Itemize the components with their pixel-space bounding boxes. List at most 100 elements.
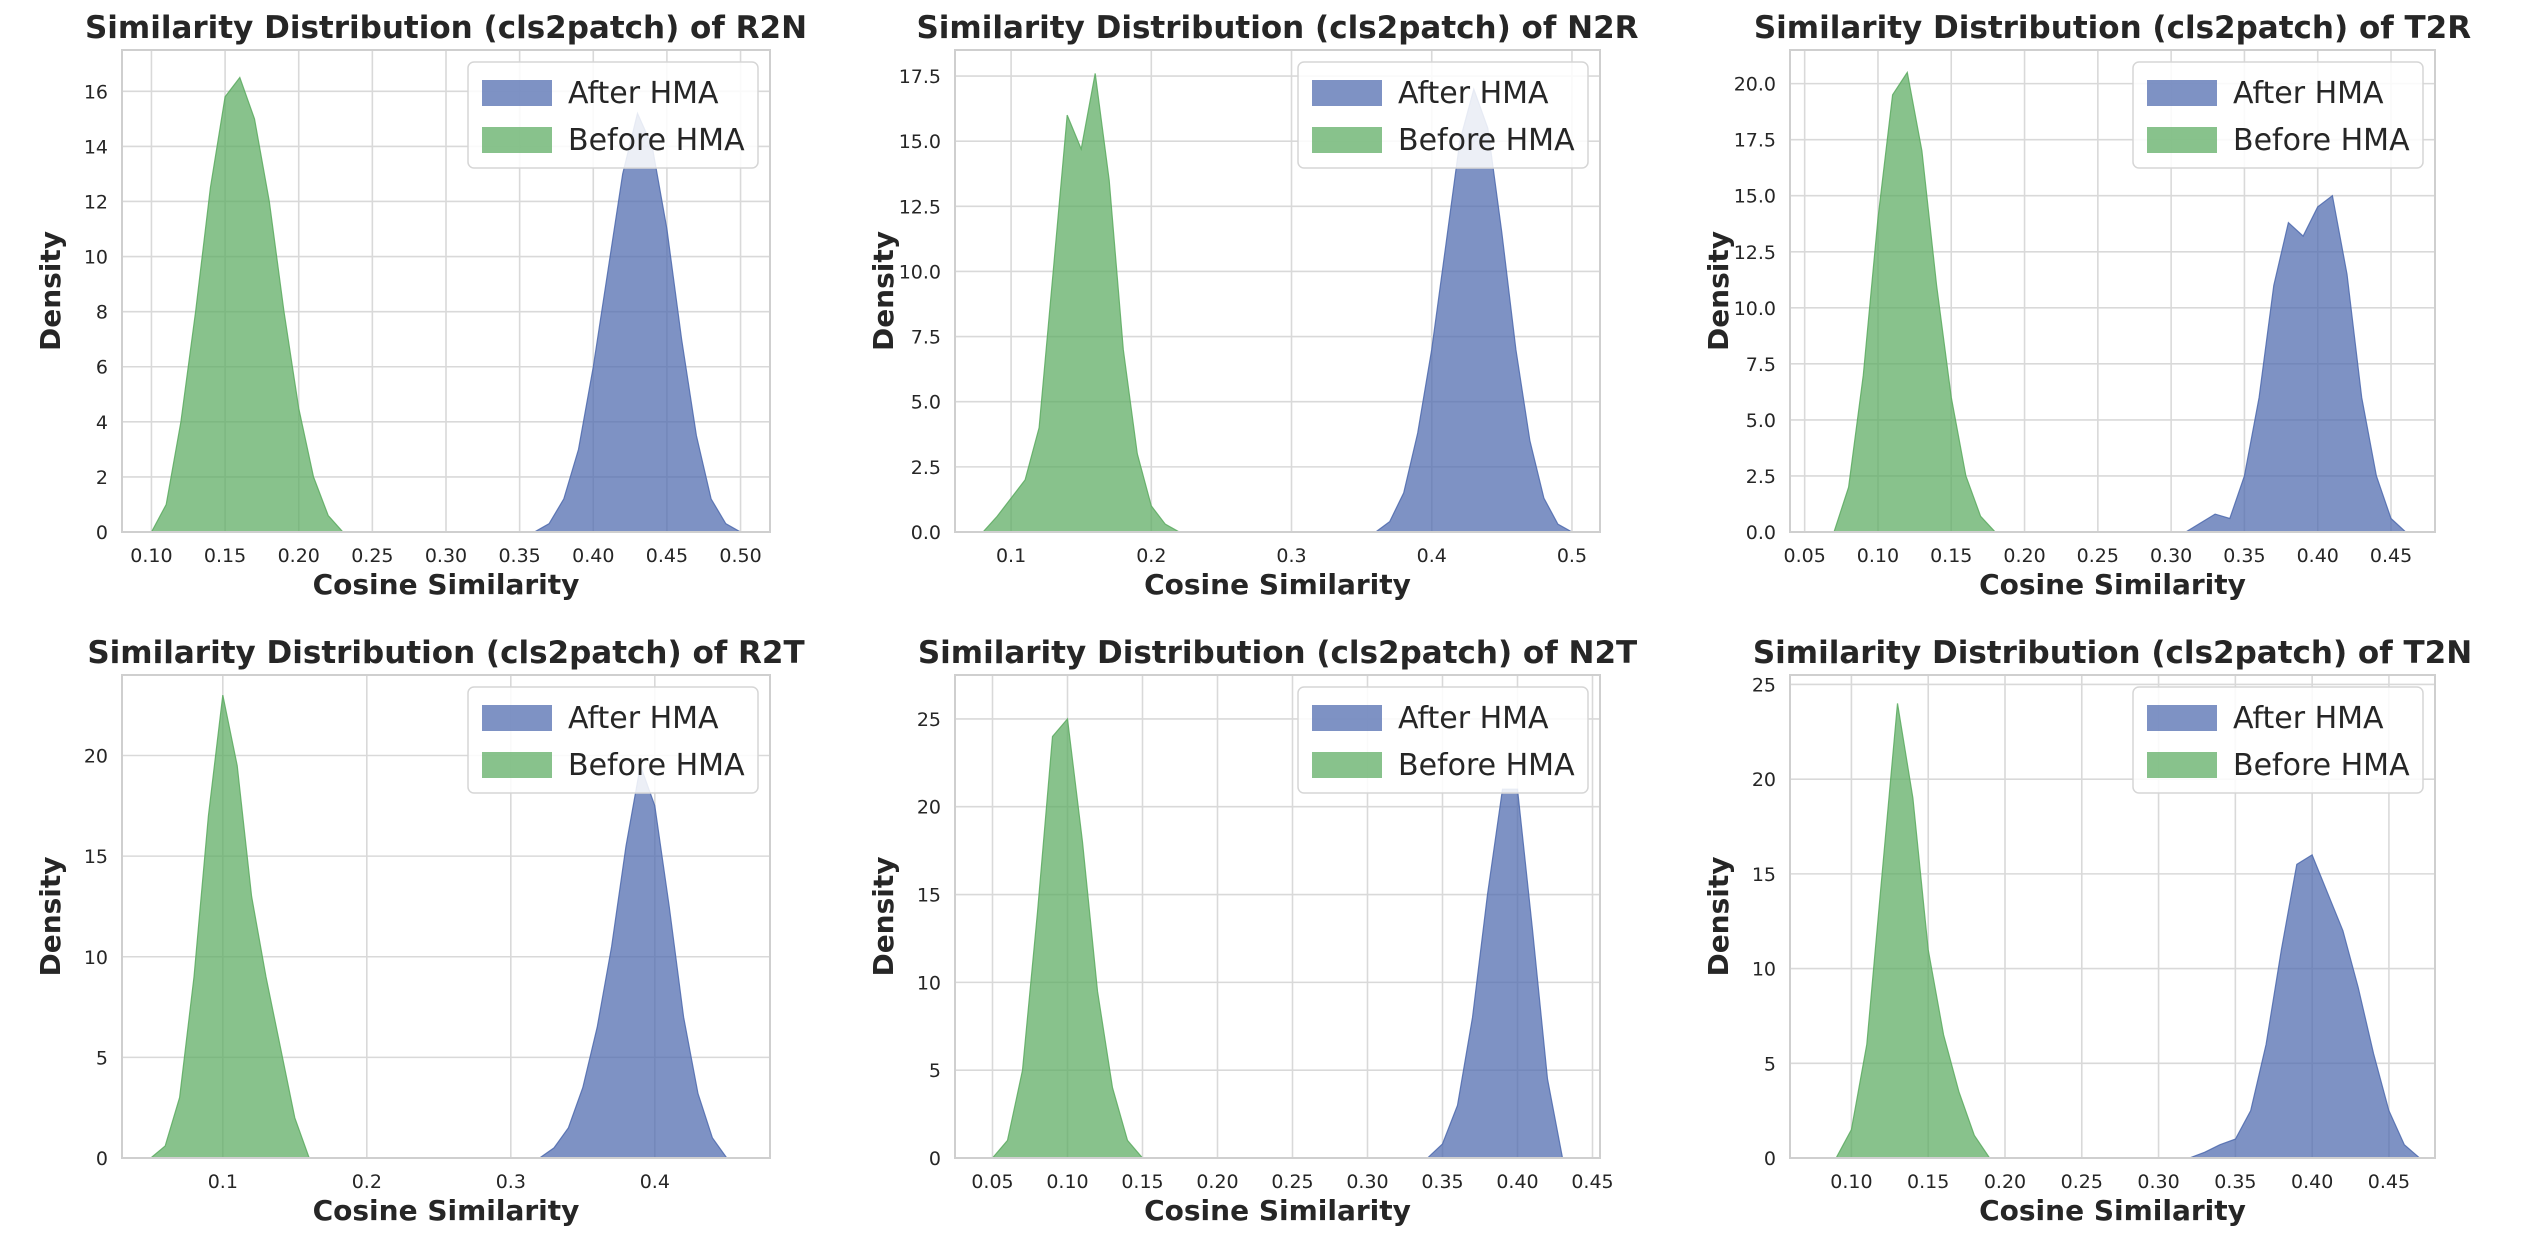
legend-swatch-after-hma xyxy=(2147,705,2217,731)
y-tick-label: 7.5 xyxy=(911,327,941,349)
x-tick-label: 0.30 xyxy=(2137,1171,2179,1193)
chart-panel-5: 0.05 0.10 0.15 0.20 0.25 0.30 0.35 0.40 0.45 0 5 10… xyxy=(867,635,1637,1227)
chart-panel-6: 0.10 0.15 0.20 0.25 0.30 0.35 0.40 0.45 0 5 10 15 20… xyxy=(1702,635,2472,1227)
legend-label: After HMA xyxy=(2233,76,2384,111)
y-tick-label: 20 xyxy=(1752,769,1776,791)
y-tick-label: 12 xyxy=(84,191,108,213)
chart-title: Similarity Distribution (cls2patch) of R… xyxy=(87,635,804,671)
x-tick-label: 0.45 xyxy=(1571,1171,1613,1193)
y-axis-label: Density xyxy=(1702,231,1735,351)
legend: After HMA Before HMA xyxy=(2132,686,2424,794)
axes-frame xyxy=(954,674,1601,1159)
legend-label: After HMA xyxy=(1398,701,1549,736)
x-tick-label: 0.10 xyxy=(1046,1171,1088,1193)
density-area-before-hma xyxy=(150,76,344,532)
x-tick-label: 0.35 xyxy=(2214,1171,2256,1193)
legend-label: After HMA xyxy=(2233,701,2384,736)
x-tick-label: 0.05 xyxy=(971,1171,1013,1193)
y-tick-label: 0 xyxy=(1764,1148,1776,1170)
axes-frame xyxy=(1789,674,2436,1159)
chart-title: Similarity Distribution (cls2patch) of N… xyxy=(916,10,1638,46)
y-tick-label: 2.5 xyxy=(1746,466,1776,488)
axes-frame xyxy=(121,674,771,1159)
legend-swatch-after-hma xyxy=(482,80,552,106)
legend-swatch-after-hma xyxy=(1312,705,1382,731)
axes-frame xyxy=(954,49,1601,533)
x-tick-label: 0.20 xyxy=(2003,545,2045,567)
x-tick-label: 0.40 xyxy=(572,545,614,567)
y-tick-label: 15 xyxy=(1752,864,1776,886)
y-tick-label: 7.5 xyxy=(1746,354,1776,376)
chart-title: Similarity Distribution (cls2patch) of T… xyxy=(1753,635,2472,671)
x-axis-label: Cosine Similarity xyxy=(1979,568,2246,601)
x-tick-label: 0.3 xyxy=(496,1171,526,1193)
x-tick-label: 0.3 xyxy=(1276,545,1306,567)
legend-label: After HMA xyxy=(568,76,719,111)
x-tick-label: 0.30 xyxy=(425,545,467,567)
y-axis-label: Density xyxy=(867,856,900,976)
y-tick-label: 2.5 xyxy=(911,457,941,479)
y-tick-label: 15 xyxy=(84,846,108,868)
x-axis-label: Cosine Similarity xyxy=(1144,568,1411,601)
y-tick-label: 8 xyxy=(96,302,108,324)
x-tick-label: 0.25 xyxy=(2061,1171,2103,1193)
y-tick-label: 5 xyxy=(96,1047,108,1069)
y-tick-label: 6 xyxy=(96,357,108,379)
legend-label: Before HMA xyxy=(568,123,745,158)
legend-label: After HMA xyxy=(568,701,719,736)
axes-frame xyxy=(121,49,771,533)
y-tick-label: 15 xyxy=(917,885,941,907)
legend-swatch-before-hma xyxy=(1312,752,1382,778)
y-tick-label: 12.5 xyxy=(899,196,941,218)
chart-panel-2: 0.1 0.2 0.3 0.4 0.5 0.0 2.5 5.0 7.5 10.0 12.5 15.0 1… xyxy=(867,10,1639,601)
x-tick-label: 0.45 xyxy=(2368,1171,2410,1193)
x-tick-label: 0.20 xyxy=(1196,1171,1238,1193)
y-tick-label: 10 xyxy=(917,972,941,994)
density-area-before-hma xyxy=(149,694,310,1158)
x-tick-label: 0.1 xyxy=(208,1171,238,1193)
legend: After HMA Before HMA xyxy=(1297,61,1589,169)
x-tick-label: 0.15 xyxy=(1121,1171,1163,1193)
y-tick-label: 0 xyxy=(96,1148,108,1170)
chart-title: Similarity Distribution (cls2patch) of R… xyxy=(85,10,807,46)
x-tick-label: 0.25 xyxy=(2077,545,2119,567)
y-tick-label: 15.0 xyxy=(1734,186,1776,208)
x-tick-label: 0.4 xyxy=(640,1171,670,1193)
x-tick-label: 0.15 xyxy=(1907,1171,1949,1193)
x-tick-label: 0.45 xyxy=(646,545,688,567)
x-tick-label: 0.50 xyxy=(719,545,761,567)
y-axis-label: Density xyxy=(867,231,900,351)
y-tick-label: 20.0 xyxy=(1734,74,1776,96)
legend-swatch-after-hma xyxy=(482,705,552,731)
x-tick-label: 0.15 xyxy=(204,545,246,567)
y-tick-label: 10.0 xyxy=(1734,298,1776,320)
x-tick-label: 0.10 xyxy=(1830,1171,1872,1193)
legend-swatch-before-hma xyxy=(2147,752,2217,778)
y-tick-label: 10 xyxy=(1752,959,1776,981)
x-tick-label: 0.40 xyxy=(1496,1171,1538,1193)
x-axis-label: Cosine Similarity xyxy=(1979,1194,2246,1227)
x-tick-label: 0.20 xyxy=(1984,1171,2026,1193)
y-tick-label: 17.5 xyxy=(1734,130,1776,152)
y-tick-label: 4 xyxy=(96,412,108,434)
legend-swatch-after-hma xyxy=(1312,80,1382,106)
x-tick-label: 0.20 xyxy=(278,545,320,567)
x-tick-label: 0.15 xyxy=(1930,545,1972,567)
y-tick-label: 0 xyxy=(929,1148,941,1170)
x-tick-label: 0.10 xyxy=(130,545,172,567)
legend-swatch-before-hma xyxy=(482,752,552,778)
y-tick-label: 0.0 xyxy=(911,522,941,544)
y-tick-label: 14 xyxy=(84,136,108,158)
y-tick-label: 10 xyxy=(84,247,108,269)
chart-panel-1: 0.10 0.15 0.20 0.25 0.30 0.35 0.40 0.45 0.50 0 2 4 6… xyxy=(34,10,807,601)
y-tick-label: 5 xyxy=(929,1060,941,1082)
y-tick-label: 10 xyxy=(84,947,108,969)
legend-swatch-before-hma xyxy=(2147,127,2217,153)
legend-swatch-before-hma xyxy=(1312,127,1382,153)
x-axis-label: Cosine Similarity xyxy=(1144,1194,1411,1227)
chart-title: Similarity Distribution (cls2patch) of N… xyxy=(918,635,1637,671)
y-tick-label: 5.0 xyxy=(1746,410,1776,432)
y-tick-label: 5.0 xyxy=(911,392,941,414)
y-tick-label: 16 xyxy=(84,81,108,103)
legend-label: Before HMA xyxy=(1398,748,1575,783)
